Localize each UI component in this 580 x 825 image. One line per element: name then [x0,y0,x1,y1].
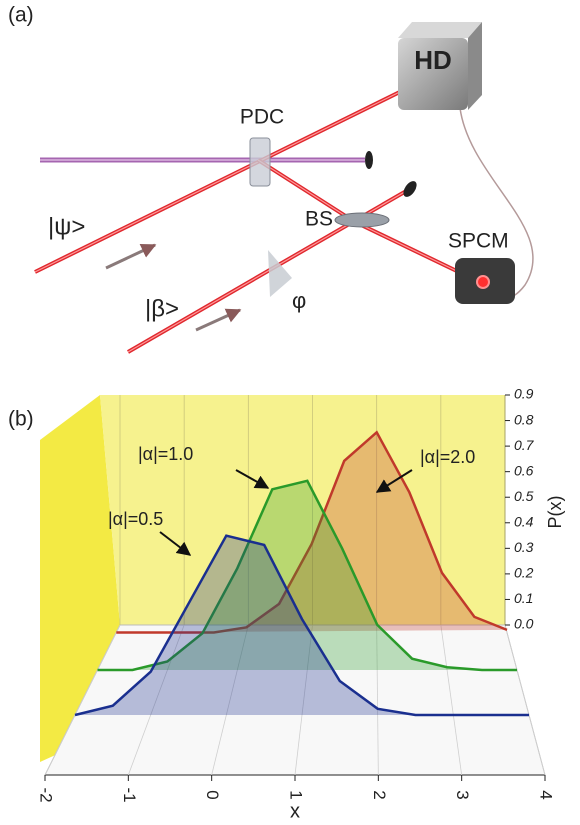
bs-label: BS [305,208,333,231]
y-tick-label: 0.3 [514,539,534,555]
y-tick-label: 0.1 [514,590,533,606]
series-annotation: |α|=2.0 [420,447,475,467]
arrow [106,245,155,268]
x-axis-label: x [290,800,300,822]
y-tick-label: 0.0 [514,616,534,632]
y-tick-label: 0.5 [514,488,534,504]
x-tick-label: 2 [370,790,389,799]
spcm-aperture [477,276,489,288]
pdc-crystal [250,138,270,186]
x-tick-label: 0 [203,790,222,799]
beta-label: |β> [145,295,179,322]
series-annotation: |α|=0.5 [108,509,163,529]
waterfall-plot: (b) x P(x) -2 -1 0 1 2 3 4 0.0 0.1 0.2 0.3 0.4 0.5 0.… [8,386,565,823]
mirror [365,151,373,169]
y-tick-label: 0.2 [514,565,534,581]
beam-splitter [335,213,389,227]
spcm-label: SPCM [448,230,509,253]
y-tick-label: 0.7 [514,437,535,453]
y-tick-label: 0.4 [514,513,534,529]
x-tick-label: -1 [120,787,139,802]
x-tick-label: 4 [537,790,556,799]
x-tick-label: -2 [37,787,56,802]
arrow [196,310,240,330]
x-tick-label: 1 [287,790,306,799]
setup-diagram: (a) HD PDC |ψ> BS SPCM |β> φ [8,4,533,352]
y-tick-label: 0.6 [514,462,534,478]
series-annotation: |α|=1.0 [138,444,193,464]
figure: (a) HD PDC |ψ> BS SPCM |β> φ (b) [0,0,580,825]
beam-core [35,82,420,272]
x-tick-label: 3 [453,790,472,799]
pdc-label: PDC [240,106,284,129]
panel-label: (a) [8,4,34,27]
detector-top [398,22,482,38]
psi-label: |ψ> [48,213,85,240]
mirror [401,179,420,199]
phi-label: φ [292,288,306,313]
hd-label: HD [414,45,452,75]
y-tick-label: 0.8 [514,411,534,427]
y-axis-label: P(x) [545,496,565,529]
panel-label: (b) [8,408,34,431]
y-tick-label: 0.9 [514,386,534,402]
